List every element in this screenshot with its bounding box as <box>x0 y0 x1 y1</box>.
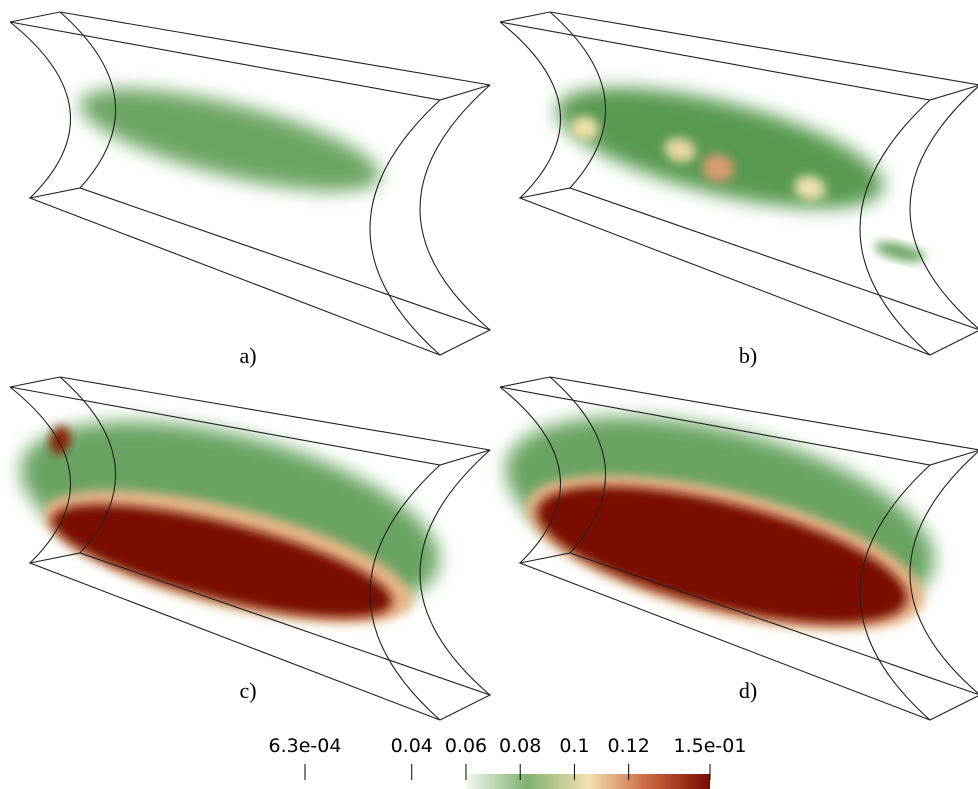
colorbar-tick-label: 6.3e-04 <box>269 735 342 757</box>
wireframe <box>499 376 978 721</box>
colorbar-tick-label: 1.5e-01 <box>674 735 747 757</box>
wireframe <box>9 376 492 721</box>
volume-render <box>51 504 393 618</box>
panel-label: a) <box>239 343 256 368</box>
volume-render <box>49 426 71 454</box>
panel <box>9 376 492 721</box>
panel-label: b) <box>739 343 757 368</box>
volume-render <box>664 137 696 163</box>
panel-label: d) <box>739 678 757 703</box>
panel <box>9 11 492 356</box>
wireframe <box>9 11 492 356</box>
volume-render <box>537 486 907 624</box>
wireframe <box>499 11 978 356</box>
colorbar <box>465 774 710 789</box>
colorbar-tick-label: 0.06 <box>445 735 487 757</box>
panel-label: c) <box>239 678 256 703</box>
volume-render <box>571 115 599 141</box>
panel <box>499 376 978 721</box>
volume-render <box>556 87 884 209</box>
colorbar-tick-label: 0.12 <box>608 735 650 757</box>
volume-render <box>874 242 926 262</box>
colorbar-tick-label: 0.04 <box>391 735 433 757</box>
volume-render <box>702 153 734 183</box>
panel <box>499 11 978 356</box>
colorbar-tick-label: 0.08 <box>499 735 541 757</box>
volume-render <box>794 175 826 201</box>
volume-render <box>79 88 381 192</box>
colorbar-tick-label: 0.1 <box>559 735 589 757</box>
